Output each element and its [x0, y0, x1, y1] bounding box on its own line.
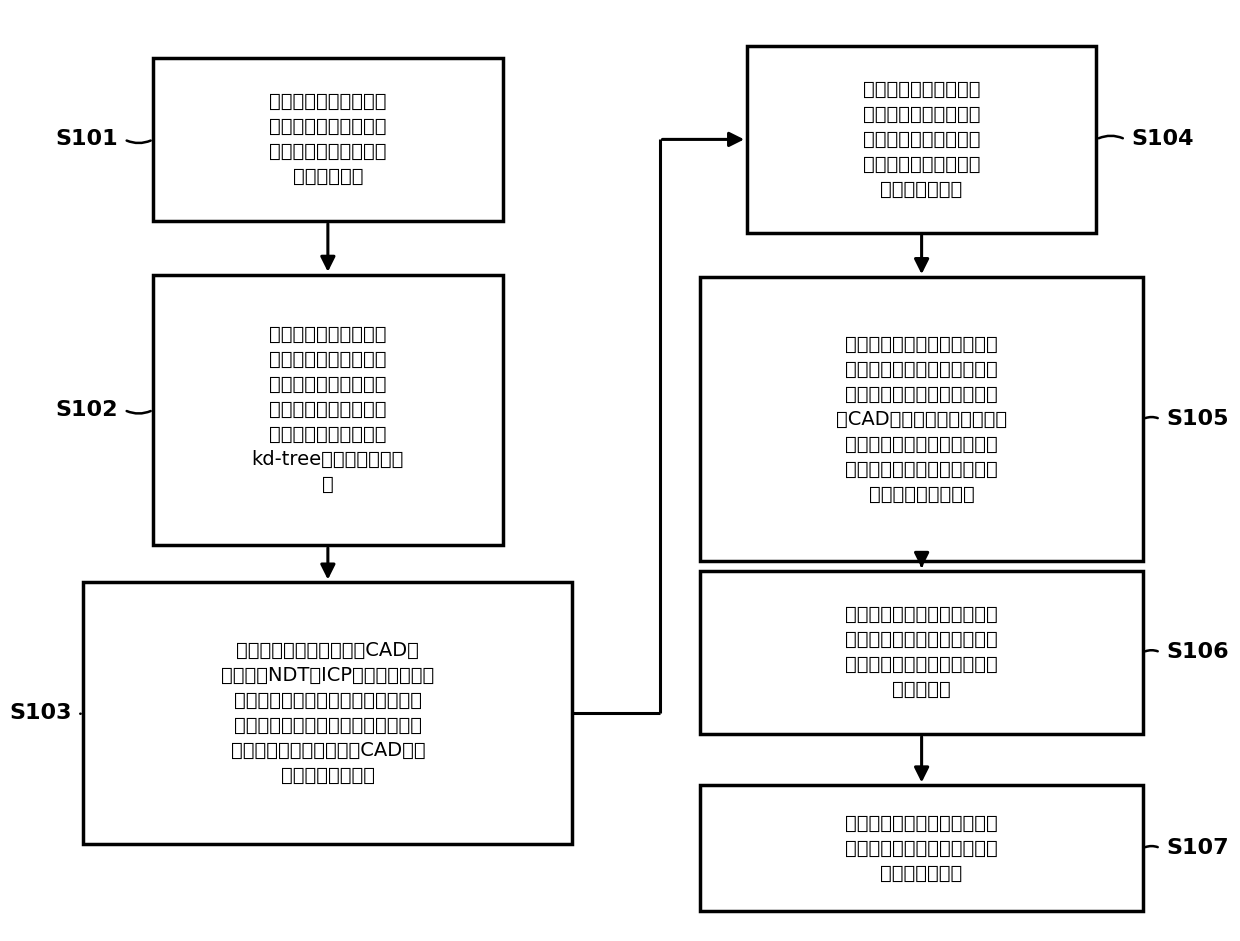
- Text: S102: S102: [56, 400, 118, 420]
- Text: S107: S107: [1166, 838, 1229, 858]
- Text: 在同一坐标系下，使用
八叉树数据结构对所述
滤波去噪后的三维点云
数据进行空间划分，得
到多个子空间块: 在同一坐标系下，使用 八叉树数据结构对所述 滤波去噪后的三维点云 数据进行空间划…: [863, 80, 981, 199]
- Bar: [746, 46, 1096, 232]
- Text: 对所述三维点云数据进
行体素滤波去噪，得到
滤波去噪后的三维点云
数据；对所述滤波去噪
后的三维点云数据采用
kd-tree方法求取点云法
线: 对所述三维点云数据进 行体素滤波去噪，得到 滤波去噪后的三维点云 数据；对所述滤…: [252, 326, 404, 494]
- Text: 对剩余三角面片应用向量点积
快速求取余量，并应用叉积判
断余量的有效性: 对剩余三角面片应用向量点积 快速求取余量，并应用叉积判 断余量的有效性: [846, 814, 998, 883]
- Text: 构建哈希表，根据多个子空间
块，对所述滤波去噪后的三维
点云数据、加工工件的理论三
维CAD模型的三角面片进行编
码，完成所述滤波去噪后的三
维点云数据预处理，: 构建哈希表，根据多个子空间 块，对所述滤波去噪后的三维 点云数据、加工工件的理论…: [836, 335, 1007, 503]
- Bar: [154, 275, 502, 545]
- Bar: [701, 571, 1143, 734]
- Text: 根据投影原理对预处理后的三
维点云数据多次降维，快速筛
选去掉与待选点余量求取无关
的三角面片: 根据投影原理对预处理后的三 维点云数据多次降维，快速筛 选去掉与待选点余量求取无…: [846, 605, 998, 699]
- Text: S103: S103: [9, 703, 72, 723]
- Text: S105: S105: [1166, 409, 1229, 429]
- Bar: [701, 786, 1143, 911]
- Text: S101: S101: [56, 130, 118, 150]
- Bar: [154, 57, 502, 221]
- Text: S104: S104: [1131, 130, 1194, 150]
- Text: S106: S106: [1166, 643, 1229, 662]
- Text: 导入加工工件的理论三维CAD模
型，采用NDT与ICP相结合的方法完
成所述滤波去噪后的三维点云数据与
理论模型的配准，使得三维测量坐标
系与加工工件的理论三维: 导入加工工件的理论三维CAD模 型，采用NDT与ICP相结合的方法完 成所述滤波…: [221, 641, 434, 785]
- Bar: [701, 277, 1143, 562]
- Bar: [83, 582, 573, 843]
- Text: 使用三维扫描仪对加工
后的工件进行扫描，得
到加工后的工件表面的
三维点云数据: 使用三维扫描仪对加工 后的工件进行扫描，得 到加工后的工件表面的 三维点云数据: [269, 92, 387, 186]
